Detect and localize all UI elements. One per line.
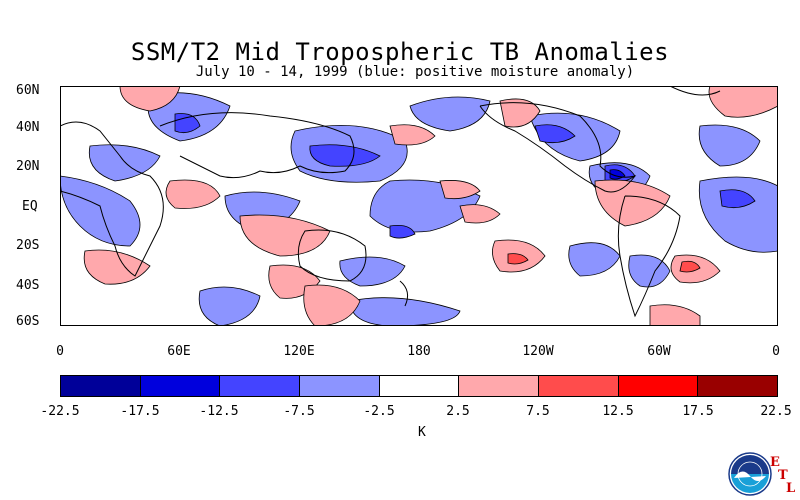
lat-label-eq: EQ [22,199,38,214]
colorbar-cell [618,376,699,396]
blue-anomaly-region [349,297,461,326]
blue-anomaly-region [198,286,261,326]
colorbar-tick-label: 7.5 [526,404,550,419]
lon-label-60w: 60W [647,344,671,359]
lat-label-40n: 40N [16,120,40,135]
blue-anomaly-region [409,96,491,132]
red-anomaly-region [303,284,361,326]
red-anomaly-region [499,98,541,128]
strong-blue-anomaly-region [309,144,381,167]
lon-label-0: 0 [56,344,64,359]
strong-red-anomaly-region [679,260,701,273]
colorbar-tick-label: -17.5 [120,404,160,419]
map-subtitle: July 10 - 14, 1999 (blue: positive moist… [195,64,635,80]
map-title: SSM/T2 Mid Tropospheric TB Anomalies [130,38,670,66]
colorbar-cell [379,376,460,396]
lat-label-60s: 60S [16,314,40,329]
colorbar-cell [140,376,221,396]
colorbar-cell [539,376,619,396]
colorbar-tick-label: -22.5 [40,404,80,419]
colorbar-tick-label: 22.5 [760,404,792,419]
colorbar-tick-label: -12.5 [199,404,239,419]
coastline-asia [159,112,355,179]
colorbar-cell [61,376,141,396]
blue-anomaly-region [698,124,761,167]
lat-label-20n: 20N [16,159,40,174]
coastline-greenland [669,86,721,96]
lon-label-180: 180 [407,344,431,359]
logo-letter-e: E [770,455,780,470]
lon-label-120e: 120E [283,344,315,359]
coastline-australia [297,229,367,282]
colorbar-unit: K [418,425,426,440]
blue-anomaly-region [88,144,161,182]
blue-anomaly-region [698,176,778,253]
colorbar-tick-label: 2.5 [446,404,470,419]
blue-anomaly-region [568,242,621,277]
strong-red-anomaly-region [507,253,529,265]
blue-anomaly-region [628,254,671,288]
lon-label-120w: 120W [522,344,554,359]
map-frame [60,86,778,326]
colorbar-tick-label: 12.5 [602,404,634,419]
colorbar-tick-label: 17.5 [682,404,714,419]
blue-anomaly-region [339,256,406,287]
anomaly-map [60,86,778,326]
red-anomaly-region [165,179,221,209]
red-anomaly-region [389,124,436,146]
lat-label-60n: 60N [16,83,40,98]
colorbar-cell [698,376,778,396]
red-anomaly-region [708,86,778,118]
anomaly-blobs [60,86,778,326]
logo-letter-l: L [786,481,796,496]
colorbar-cell [220,376,301,396]
lon-label-0-east: 0 [772,344,780,359]
colorbar [60,375,778,397]
coastline-africa-europe [60,121,164,277]
coastlines [60,86,721,318]
lat-label-20s: 20S [16,238,40,253]
lat-label-40s: 40S [16,278,40,293]
red-anomaly-region [119,86,181,112]
strong-blue-anomaly-region [719,189,756,209]
lon-label-60e: 60E [167,344,191,359]
strong-blue-anomaly-region [174,113,201,134]
strong-blue-anomaly-region [534,124,576,144]
red-anomaly-region [439,180,481,200]
logo-letter-t: T [778,468,788,483]
colorbar-tick-label: -7.5 [283,404,315,419]
strong-blue-anomaly-region [389,224,416,239]
red-anomaly-region [649,304,701,326]
colorbar-cell [459,376,540,396]
colorbar-tick-label: -2.5 [363,404,395,419]
coastline-new-zealand [399,280,409,307]
red-anomaly-region [459,204,501,224]
blue-anomaly-region [60,175,141,247]
coastline-south-america [617,195,681,318]
red-anomaly-region [239,214,331,257]
colorbar-cell [300,376,380,396]
noaa-logo-icon [728,452,772,496]
coastline-north-america [479,102,637,193]
